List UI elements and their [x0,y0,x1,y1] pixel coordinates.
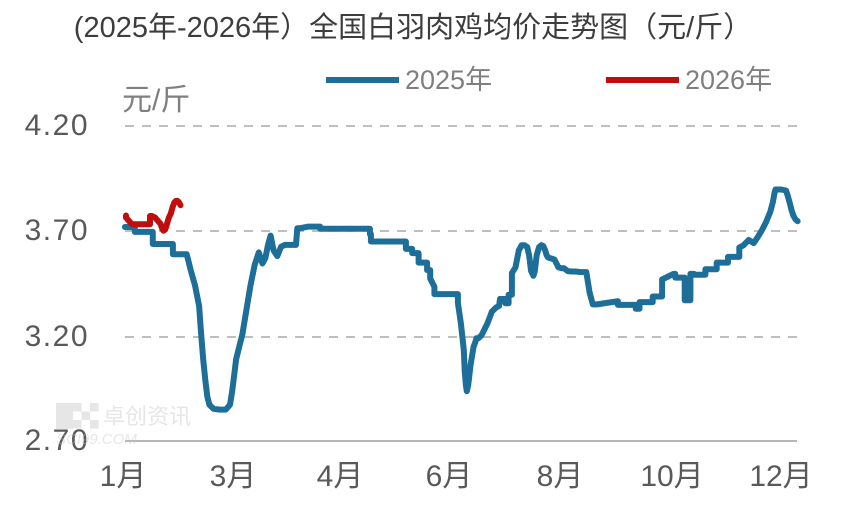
svg-text:4.20: 4.20 [25,109,89,142]
svg-text:6月: 6月 [426,460,473,493]
svg-text:8月: 8月 [537,460,584,493]
svg-text:10月: 10月 [640,460,703,493]
svg-text:2025年: 2025年 [405,65,492,95]
svg-text:3.70: 3.70 [25,214,89,247]
svg-text:元/斤: 元/斤 [122,84,190,117]
svg-text:(2025年-2026年）全国白羽肉鸡均价走势图（元/斤）: (2025年-2026年）全国白羽肉鸡均价走势图（元/斤） [74,11,752,44]
svg-text:卓创资讯: 卓创资讯 [103,404,191,429]
svg-text:12月: 12月 [749,460,812,493]
svg-text:3.20: 3.20 [25,320,89,353]
svg-text:1月: 1月 [100,460,147,493]
svg-text:4月: 4月 [317,460,364,493]
svg-text:2026年: 2026年 [685,65,772,95]
svg-text:3月: 3月 [210,460,257,493]
svg-text:SCI99.COM: SCI99.COM [56,431,137,448]
